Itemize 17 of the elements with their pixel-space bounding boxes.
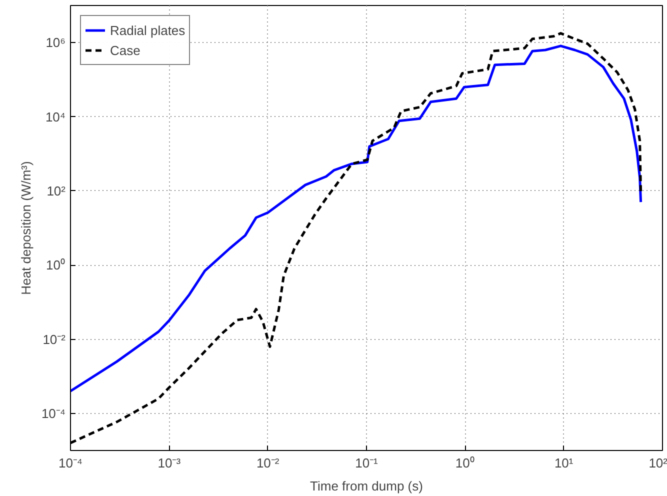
legend-label: Radial plates bbox=[110, 22, 186, 38]
x-tick-label: 10⁰ bbox=[455, 456, 475, 470]
y-axis-title: Heat deposition (W/m³) bbox=[18, 161, 34, 295]
y-tick-label: 10⁴ bbox=[45, 109, 66, 124]
y-tick-label: 10⁶ bbox=[46, 35, 66, 50]
x-axis-title: Time from dump (s) bbox=[310, 478, 423, 494]
x-tick-label: 10¹ bbox=[554, 456, 574, 470]
x-tick-label: 10⁻¹ bbox=[355, 456, 379, 470]
y-tick-label: 10² bbox=[46, 183, 66, 198]
y-tick-label: 10⁻⁴ bbox=[41, 406, 66, 421]
x-tick-label: 10² bbox=[648, 456, 667, 470]
y-tick-label: 10⁰ bbox=[46, 258, 66, 273]
y-tick-label: 10⁻² bbox=[42, 332, 66, 347]
legend-label: Case bbox=[110, 42, 140, 58]
x-tick-label: 10⁻³ bbox=[158, 456, 182, 470]
x-tick-label: 10⁻² bbox=[256, 456, 280, 470]
x-tick-label: 10⁻⁴ bbox=[58, 456, 83, 470]
